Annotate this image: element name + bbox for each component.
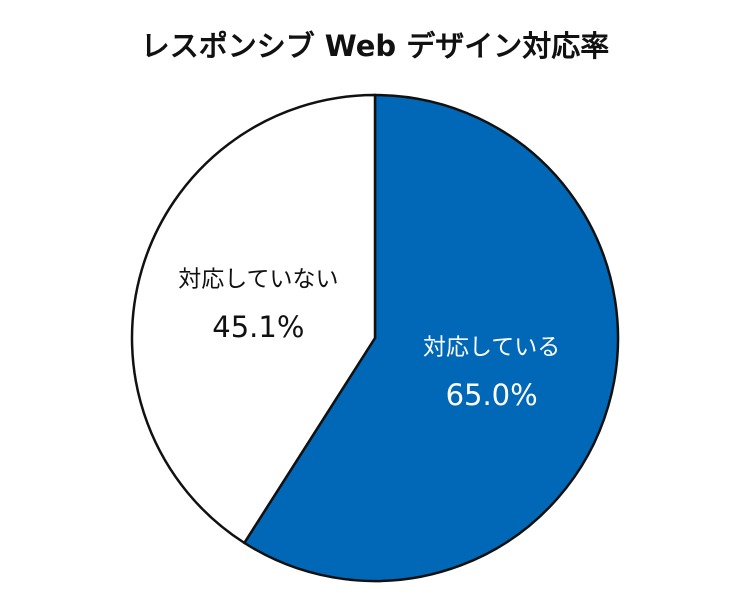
slice-value-label: 45.1% <box>212 310 304 344</box>
slice-label: 対応していない <box>178 266 338 292</box>
slice-label: 対応している <box>423 335 560 361</box>
pie-slice <box>242 93 620 583</box>
slice-value-label: 65.0% <box>446 378 538 412</box>
chart-title: レスポンシブ Web デザイン対応率 <box>141 29 610 63</box>
pie-slice <box>130 93 377 545</box>
